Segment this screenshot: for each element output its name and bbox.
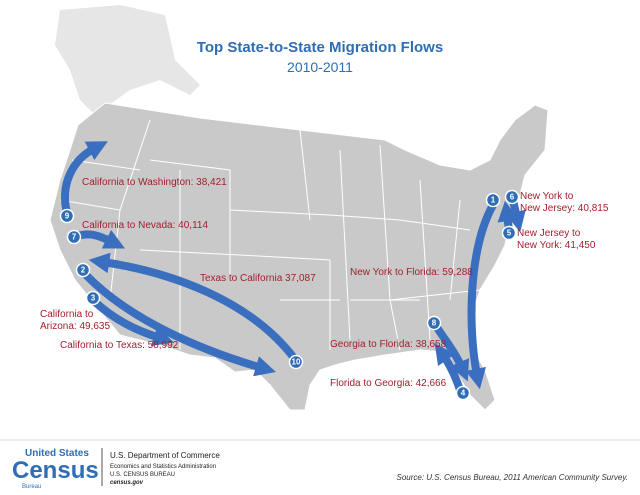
rank-badge: [288, 354, 304, 370]
rank-badge: [426, 315, 442, 331]
flow-label-line: Arizona: 49,635: [40, 321, 110, 332]
rank-badge: [501, 225, 517, 241]
flow-label-line: New Jersey: 40,815: [520, 203, 609, 214]
agency-2: Economics and Statistics Administration: [110, 464, 216, 470]
logo-bottom: Bureau: [22, 484, 41, 490]
rank-number: 2: [81, 266, 86, 275]
flow-arrow: [61, 141, 108, 214]
flow-label: New York to Florida: 59,288: [350, 267, 473, 278]
rank-number: 1: [491, 196, 496, 205]
flow-label: California to Nevada: 40,114: [82, 220, 208, 231]
rank-badge: [85, 290, 101, 306]
flow-label-line: California to: [40, 309, 94, 320]
rank-badge: [59, 208, 75, 224]
flow-arrow: [465, 203, 497, 390]
state-borders: [59, 119, 481, 351]
agency-1: U.S. Department of Commerce: [110, 451, 220, 460]
flow-label: Georgia to Florida: 38,658: [330, 339, 447, 350]
rank-badge: [504, 189, 520, 205]
flow-arrow: [92, 299, 174, 347]
flow-label: New York to New Jersey: 40,815: [520, 191, 609, 214]
flow-labels: 1 New York to Florida: 59,288 2 California …: [40, 177, 609, 401]
rank-number: 7: [72, 233, 77, 242]
flow-label-line: Georgia to Florida: 38,658: [330, 339, 447, 350]
rank-badge: [455, 385, 471, 401]
rank-badge: [66, 229, 82, 245]
rank-number: 9: [65, 212, 70, 221]
flow-label: Florida to Georgia: 42,666: [330, 378, 447, 389]
flow-label-line: New York: 41,450: [517, 240, 596, 251]
flow-arrows: [61, 141, 526, 392]
rank-number: 10: [292, 358, 301, 367]
title: Top State-to-State Migration Flows: [197, 39, 443, 56]
flow-label-line: Florida to Georgia: 42,666: [330, 378, 447, 389]
flow-label-line: New Jersey to: [517, 228, 581, 239]
flow-label: California to Arizona: 49,635: [40, 309, 110, 332]
rank-number: 5: [507, 229, 512, 238]
flow-label: California to Texas: 58,992: [60, 340, 179, 351]
flow-label: California to Washington: 38,421: [82, 177, 227, 188]
flow-label: New Jersey to New York: 41,450: [517, 228, 596, 251]
agency-4: census.gov: [110, 480, 144, 486]
alaska-shape: [55, 5, 200, 115]
flow-label-line: California to Texas: 58,992: [60, 340, 179, 351]
flow-label-line: New York to: [520, 191, 574, 202]
logo-main: Census: [12, 457, 99, 484]
flow-arrow: [432, 323, 470, 382]
flow-label: Texas to California 37,087: [200, 273, 316, 284]
flow-label-line: California to Nevada: 40,114: [82, 220, 208, 231]
agency-3: U.S. CENSUS BUREAU: [110, 472, 175, 478]
rank-badge: [75, 262, 91, 278]
subtitle: 2010-2011: [287, 59, 353, 75]
flow-label-line: California to Washington: 38,421: [82, 177, 227, 188]
source: Source: U.S. Census Bureau, 2011 America…: [396, 473, 628, 482]
rank-number: 4: [461, 389, 466, 398]
logo-top: United States: [25, 448, 89, 459]
flow-arrow: [88, 252, 298, 361]
rank-badge: [485, 192, 501, 208]
rank-number: 3: [91, 294, 96, 303]
flow-label-line: New York to Florida: 59,288: [350, 267, 473, 278]
flow-label-line: Texas to California 37,087: [200, 273, 316, 284]
rank-number: 6: [510, 193, 515, 202]
rank-number: 8: [432, 319, 437, 328]
